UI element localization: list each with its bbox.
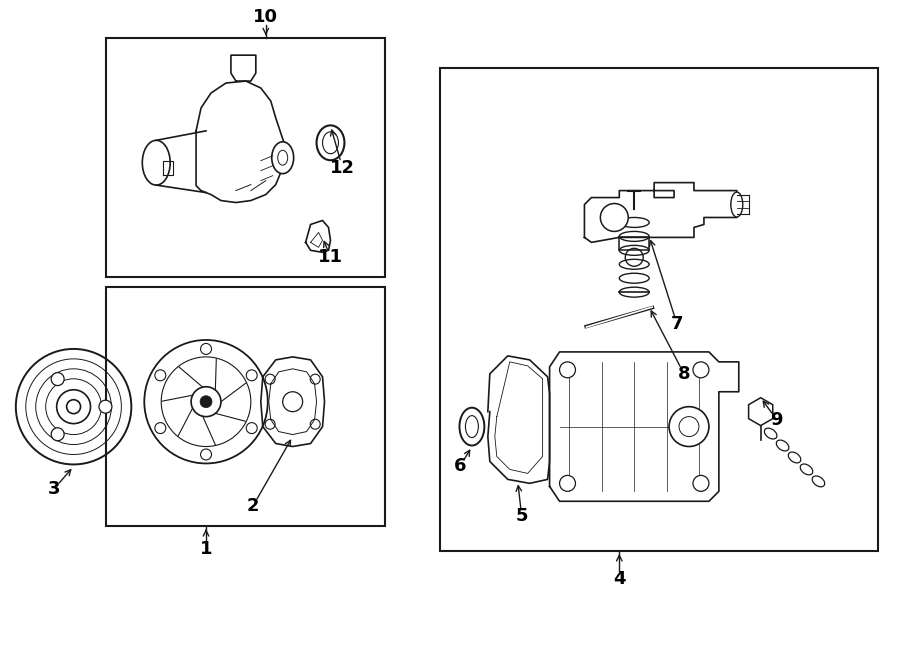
Text: 3: 3	[48, 481, 60, 498]
Circle shape	[201, 449, 212, 460]
Text: 8: 8	[678, 365, 690, 383]
Text: 6: 6	[454, 457, 466, 475]
Polygon shape	[196, 81, 285, 203]
Ellipse shape	[764, 428, 777, 439]
Polygon shape	[306, 220, 330, 252]
Circle shape	[693, 475, 709, 491]
Polygon shape	[231, 55, 256, 81]
Circle shape	[247, 422, 257, 434]
Text: 1: 1	[200, 540, 212, 558]
Text: 5: 5	[516, 507, 528, 525]
Polygon shape	[584, 183, 737, 242]
Ellipse shape	[788, 452, 801, 463]
Text: 4: 4	[613, 570, 626, 588]
Text: 12: 12	[330, 159, 355, 177]
Circle shape	[600, 203, 628, 232]
Circle shape	[560, 475, 575, 491]
Text: 10: 10	[253, 9, 278, 26]
Circle shape	[67, 400, 81, 414]
Polygon shape	[619, 238, 649, 250]
Bar	[440, 68, 878, 551]
Circle shape	[51, 428, 64, 441]
Circle shape	[51, 373, 64, 385]
Text: 2: 2	[247, 497, 259, 515]
Circle shape	[155, 370, 166, 381]
Text: 9: 9	[770, 410, 783, 428]
Bar	[106, 38, 385, 277]
Ellipse shape	[731, 192, 742, 217]
Text: 7: 7	[670, 315, 683, 333]
Circle shape	[560, 362, 575, 378]
Circle shape	[200, 396, 212, 408]
Circle shape	[247, 370, 257, 381]
Circle shape	[669, 406, 709, 446]
Polygon shape	[550, 352, 739, 501]
Bar	[106, 287, 385, 526]
Text: 11: 11	[318, 248, 343, 266]
Polygon shape	[261, 357, 325, 446]
Circle shape	[693, 362, 709, 378]
Ellipse shape	[812, 476, 824, 487]
Ellipse shape	[777, 440, 789, 451]
Circle shape	[155, 422, 166, 434]
Ellipse shape	[800, 464, 813, 475]
Circle shape	[99, 401, 112, 413]
Circle shape	[201, 344, 212, 354]
Ellipse shape	[272, 142, 293, 173]
FancyBboxPatch shape	[157, 141, 206, 185]
Polygon shape	[488, 356, 550, 483]
